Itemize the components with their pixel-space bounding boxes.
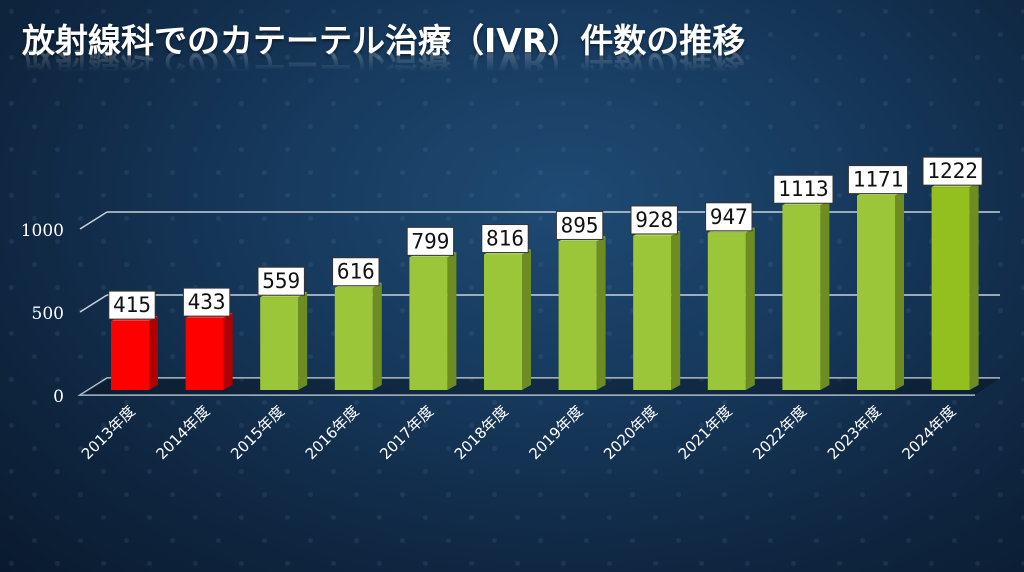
data-label: 816 — [481, 224, 529, 254]
floor-shadow — [80, 378, 1000, 395]
x-tick-label: 2013年度 — [78, 402, 139, 463]
floor-outline — [77, 377, 1000, 396]
data-label: 559 — [257, 266, 305, 296]
y-axis: 0 500 1000 — [21, 221, 64, 407]
x-tick-label: 2022年度 — [749, 402, 810, 463]
bar — [857, 190, 904, 390]
svg-text:1171: 1171 — [853, 168, 904, 192]
x-tick-label: 2019年度 — [525, 402, 586, 463]
svg-text:1113: 1113 — [778, 177, 829, 201]
x-axis: 2013年度 2014年度 2015年度 2016年度 2017年度 2018年度 2019… — [78, 402, 960, 463]
gridline-side — [79, 294, 108, 313]
data-label: 947 — [705, 202, 753, 232]
svg-text:947: 947 — [710, 205, 748, 229]
data-label: 928 — [630, 205, 678, 235]
x-tick-label: 2016年度 — [302, 402, 363, 463]
x-tick-label: 2014年度 — [152, 402, 213, 463]
bar — [931, 182, 979, 390]
x-tick-label: 2024年度 — [898, 402, 959, 463]
bar — [111, 316, 158, 390]
bar — [260, 292, 308, 390]
bar — [484, 249, 531, 390]
svg-text:1222: 1222 — [927, 159, 978, 183]
svg-text:816: 816 — [486, 227, 524, 251]
x-tick-label: 2021年度 — [675, 402, 736, 463]
data-label: 616 — [332, 257, 380, 287]
bar — [558, 236, 606, 390]
svg-text:559: 559 — [262, 269, 300, 293]
svg-text:415: 415 — [113, 293, 151, 317]
svg-text:928: 928 — [635, 208, 673, 232]
data-label: 433 — [182, 287, 231, 317]
x-tick-label: 2018年度 — [451, 402, 512, 463]
svg-text:799: 799 — [411, 229, 449, 253]
data-label: 1113 — [773, 174, 834, 204]
data-label: 895 — [555, 210, 604, 240]
bars: 415 433 559 616 799 816 895 928 947 1113 1171 1222 — [108, 156, 983, 390]
svg-text:895: 895 — [561, 213, 599, 237]
bar — [707, 227, 755, 390]
y-tick-label: 0 — [53, 387, 64, 407]
bar — [782, 200, 830, 390]
gridlines — [77, 211, 1000, 396]
x-tick-label: 2023年度 — [824, 402, 885, 463]
bar — [633, 230, 681, 390]
data-label: 799 — [406, 226, 455, 256]
bar — [334, 282, 382, 390]
x-tick-label: 2017年度 — [376, 402, 437, 463]
x-tick-label: 2015年度 — [227, 402, 288, 463]
svg-text:616: 616 — [337, 260, 375, 284]
data-label: 1171 — [847, 165, 909, 195]
bar — [185, 313, 233, 390]
x-tick-label: 2020年度 — [600, 402, 661, 463]
gridline-side — [79, 211, 108, 230]
data-label: 1222 — [922, 156, 983, 186]
y-tick-label: 1000 — [21, 221, 64, 241]
y-tick-label: 500 — [32, 304, 64, 324]
bar — [409, 252, 457, 390]
data-label: 415 — [108, 290, 156, 320]
svg-text:433: 433 — [188, 290, 226, 314]
chart-title: 放射線科でのカテーテル治療（IVR）件数の推移 — [22, 21, 746, 60]
